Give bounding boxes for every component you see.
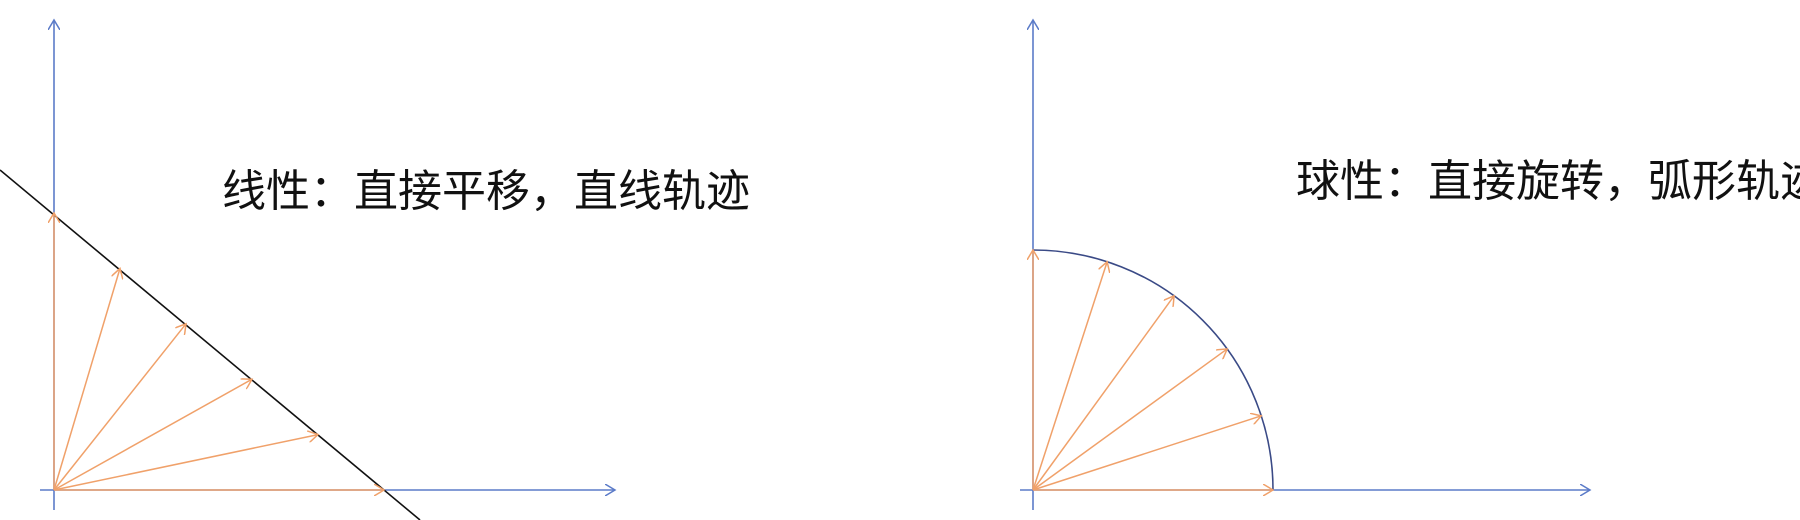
vector-arrow (1032, 416, 1261, 491)
interpolated-vectors (54, 213, 384, 490)
interpolated-vectors (1033, 250, 1273, 490)
linear-caption: 线性：直接平移，直线轨迹 (222, 166, 750, 217)
vector-arrow (1032, 296, 1174, 491)
vector-arrow (53, 435, 318, 491)
vector-arrow (1032, 262, 1107, 491)
spherical-panel (1020, 20, 1590, 510)
spherical-caption: 球性：直接旋转，弧形轨迹 (1296, 156, 1800, 207)
vector-arrow (1032, 349, 1227, 491)
vector-arrow (53, 268, 120, 491)
straight-line-path (0, 169, 421, 520)
arc-path (1032, 249, 1274, 491)
linear-panel (0, 20, 615, 520)
vector-arrow (53, 379, 252, 491)
vector-arrow (53, 324, 186, 491)
